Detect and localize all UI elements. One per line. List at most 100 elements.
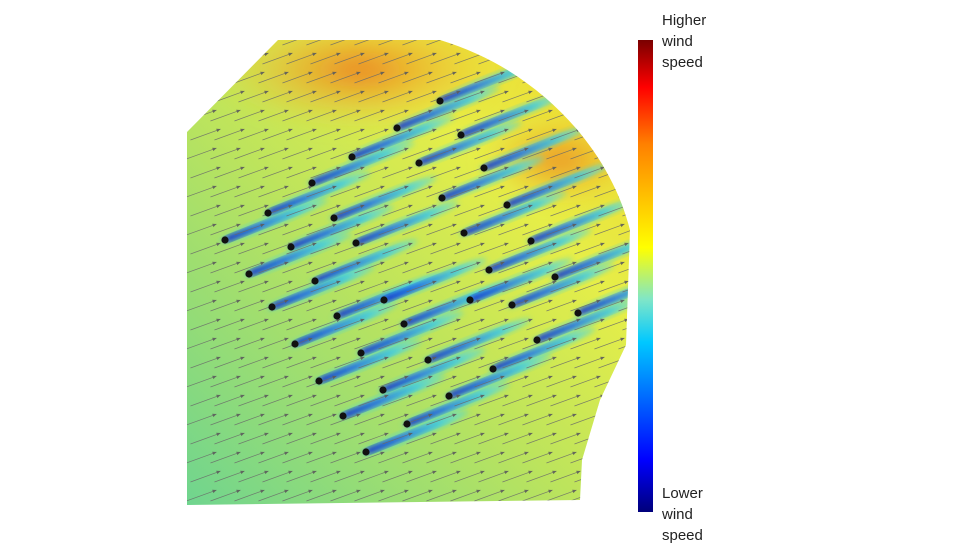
wind-arrow-head	[260, 413, 265, 418]
wind-arrow-head	[380, 375, 385, 380]
wind-arrow-head	[528, 52, 533, 57]
turbine-marker	[291, 340, 299, 348]
wind-arrow	[594, 109, 625, 122]
wind-arrow-head	[308, 375, 313, 380]
wind-arrow-head	[216, 432, 221, 437]
wind-arrow	[334, 166, 365, 179]
wind-arrow	[574, 394, 605, 407]
wind-arrow	[550, 356, 581, 369]
wind-arrow-head	[624, 90, 629, 95]
wind-arrow	[286, 166, 317, 179]
wind-arrow-head	[504, 242, 509, 247]
wind-arrow-head	[288, 166, 293, 171]
wind-arrow	[282, 223, 313, 236]
wind-arrow-head	[500, 489, 505, 494]
wind-arrow	[550, 166, 581, 179]
wind-arrow-head	[356, 147, 361, 152]
wind-arrow	[426, 375, 457, 388]
wind-arrow	[310, 470, 341, 483]
wind-arrow-head	[308, 451, 313, 456]
wind-arrow	[258, 261, 289, 274]
wind-arrow-head	[572, 34, 576, 37]
wind-arrow-head	[624, 242, 629, 247]
wind-arrow-head	[332, 185, 337, 190]
wind-arrow	[522, 185, 553, 198]
wind-arrow-head	[216, 356, 221, 361]
wind-arrow	[354, 489, 385, 502]
turbine-marker	[362, 448, 370, 456]
wind-arrow	[454, 318, 485, 331]
wind-arrow	[210, 223, 241, 236]
wind-arrow	[502, 470, 533, 483]
wind-arrow-head	[624, 356, 629, 361]
wind-arrow-head	[284, 147, 289, 152]
wind-arrow-head	[216, 470, 221, 475]
wind-arrow-head	[308, 185, 313, 190]
wind-arrow-head	[332, 223, 337, 228]
wind-arrow-head	[404, 299, 409, 304]
wind-arrow	[330, 223, 361, 236]
wind-arrow	[406, 90, 437, 103]
wind-arrow	[426, 109, 457, 122]
wind-arrow-head	[476, 71, 481, 76]
wind-arrow	[426, 185, 457, 198]
wind-arrow-head	[600, 128, 605, 133]
wind-arrow-head	[356, 337, 361, 342]
wind-arrow-head	[264, 394, 269, 399]
wind-arrow-head	[312, 394, 317, 399]
wind-arrow-head	[500, 147, 505, 152]
wind-arrow	[214, 356, 245, 369]
wind-arrow	[402, 185, 433, 198]
wind-arrow	[282, 185, 313, 198]
turbine-marker	[457, 131, 465, 139]
wind-arrow	[498, 375, 529, 388]
wind-arrow-head	[236, 109, 241, 114]
wind-arrow	[450, 40, 481, 46]
wind-arrow	[546, 40, 577, 46]
wind-arrow	[262, 470, 293, 483]
wind-arrow	[214, 432, 245, 445]
turbine-marker	[445, 392, 453, 400]
wind-arrow	[402, 451, 433, 464]
wind-arrow	[502, 280, 533, 293]
wind-arrow	[570, 223, 601, 236]
wind-arrow	[306, 337, 337, 350]
wind-arrow	[430, 394, 461, 407]
wind-arrow	[334, 318, 365, 331]
wind-arrow-head	[264, 166, 269, 171]
wind-arrow	[522, 40, 553, 46]
wind-arrow-head	[620, 223, 625, 228]
wind-arrow	[450, 375, 481, 388]
wind-arrow-head	[360, 204, 365, 209]
wind-arrow-head	[236, 185, 241, 190]
low-label-line-1: Lower	[662, 485, 703, 502]
wake-core	[290, 206, 389, 249]
wind-arrow	[402, 147, 433, 160]
wind-arrow-head	[452, 34, 456, 37]
wind-arrow	[310, 394, 341, 407]
wind-arrow-head	[624, 166, 629, 171]
wind-arrow-head	[432, 242, 437, 247]
wind-arrow	[258, 185, 289, 198]
wind-arrow	[238, 204, 269, 217]
wind-arrow-head	[572, 71, 577, 76]
wind-arrow-head	[572, 109, 577, 114]
wind-arrow-head	[504, 356, 509, 361]
wind-arrow	[526, 356, 557, 369]
wind-arrow-head	[528, 166, 533, 171]
wind-arrow	[306, 299, 337, 312]
wind-arrow-head	[260, 147, 265, 152]
wind-arrow	[330, 489, 361, 502]
low-label-line-2: wind	[662, 506, 693, 523]
wind-arrow-head	[404, 375, 409, 380]
wind-arrow-head	[360, 166, 365, 171]
wind-arrow	[406, 52, 437, 65]
wind-arrow-head	[624, 52, 629, 57]
wind-arrow	[406, 204, 437, 217]
wind-arrow	[187, 337, 217, 350]
wind-arrow	[210, 489, 241, 502]
wind-arrow-head	[596, 489, 601, 494]
wind-arrow-head	[288, 318, 293, 323]
wind-arrow	[478, 470, 509, 483]
wind-arrow-head	[572, 299, 577, 304]
